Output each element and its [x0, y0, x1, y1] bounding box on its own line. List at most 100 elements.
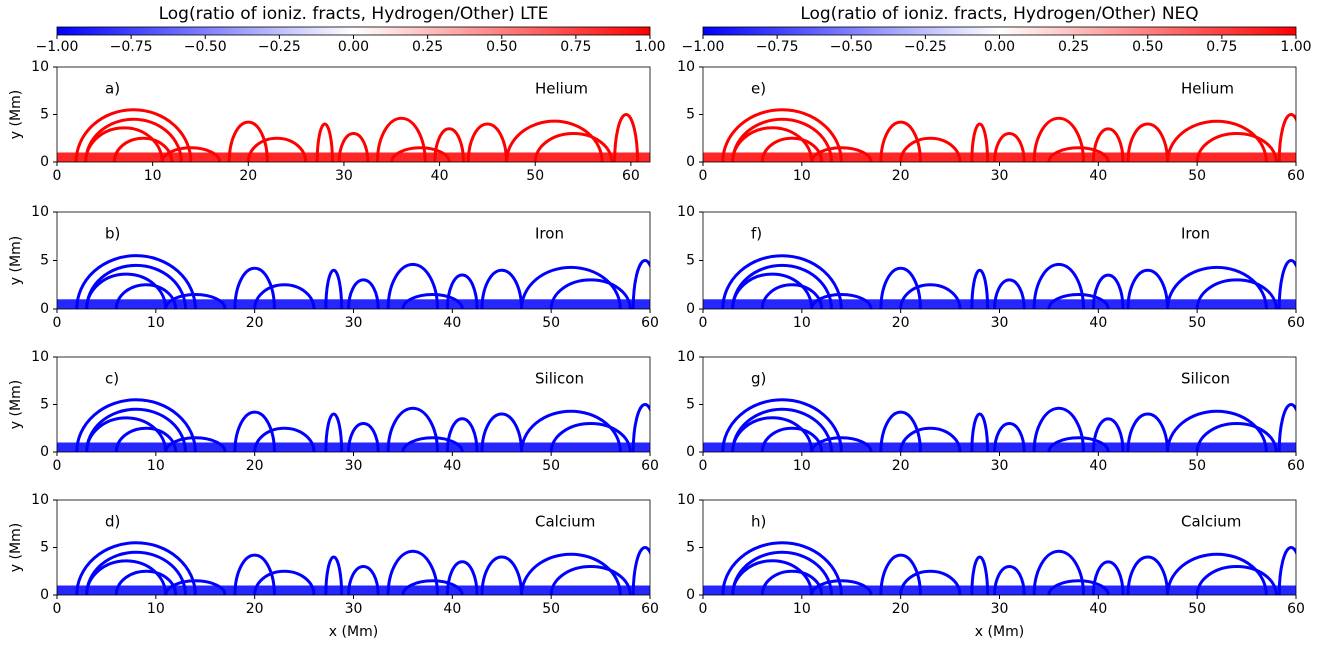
- colorbar-tick-label: −0.50: [184, 39, 227, 55]
- map-feature: [324, 555, 344, 595]
- map-feature: [721, 254, 843, 309]
- element-label: Helium: [1181, 80, 1234, 98]
- x-tick-label: 30: [345, 315, 363, 331]
- colorbar-tick-label: 0.50: [486, 39, 517, 55]
- map-feature: [520, 552, 622, 595]
- map-feature: [549, 278, 632, 309]
- colorbar-tick-label: −1.00: [36, 39, 79, 55]
- y-tick-label: 0: [40, 444, 49, 460]
- map-feature: [520, 265, 622, 309]
- map-feature: [246, 136, 308, 162]
- x-axis-label: x (Mm): [329, 624, 378, 640]
- map-feature: [631, 403, 650, 452]
- map-feature: [721, 398, 843, 452]
- map-feature: [731, 559, 814, 595]
- x-tick-label: 50: [542, 315, 560, 331]
- map-feature: [879, 120, 922, 162]
- y-tick-label: 0: [40, 154, 49, 170]
- x-tick-label: 10: [793, 601, 811, 617]
- map-feature: [347, 278, 380, 309]
- map-feature: [879, 553, 922, 595]
- map-feature: [57, 152, 650, 162]
- x-tick-label: 50: [542, 601, 560, 617]
- map-feature: [386, 263, 440, 309]
- map-feature: [1277, 403, 1296, 452]
- y-tick-label: 10: [31, 204, 49, 220]
- map-feature: [1166, 553, 1268, 595]
- map-image: [57, 254, 650, 309]
- panel-label: a): [105, 80, 120, 98]
- x-tick-label: 60: [1287, 601, 1305, 617]
- x-tick-label: 60: [1287, 458, 1305, 474]
- colorbar-tick-label: −0.25: [904, 39, 947, 55]
- y-tick-label: 5: [40, 107, 49, 123]
- colorbar: [702, 26, 1297, 36]
- map-feature: [347, 565, 380, 595]
- panel-label: d): [105, 513, 120, 531]
- x-tick-label: 60: [641, 601, 659, 617]
- map-feature: [480, 268, 524, 309]
- map-feature: [233, 266, 276, 309]
- y-tick-label: 0: [686, 444, 695, 460]
- colorbar-tick-label: 0.00: [338, 39, 369, 55]
- colorbar-tick-label: −0.75: [756, 39, 799, 55]
- x-tick-label: 0: [53, 168, 62, 184]
- map-feature: [703, 585, 1296, 595]
- x-tick-label: 60: [641, 315, 659, 331]
- x-tick-label: 40: [431, 168, 449, 184]
- map-feature: [731, 416, 814, 452]
- map-feature: [879, 410, 922, 452]
- x-tick-label: 0: [699, 601, 708, 617]
- y-axis-label: y (Mm): [8, 236, 24, 285]
- map-feature: [703, 299, 1296, 309]
- map-feature: [1126, 555, 1170, 595]
- x-tick-label: 10: [147, 315, 165, 331]
- x-tick-label: 10: [793, 458, 811, 474]
- map-feature: [1032, 116, 1086, 162]
- y-tick-label: 5: [686, 107, 695, 123]
- map-feature: [57, 585, 650, 595]
- x-tick-label: 20: [892, 458, 910, 474]
- map-feature: [1277, 546, 1296, 595]
- x-tick-label: 20: [892, 168, 910, 184]
- x-axis-label: x (Mm): [975, 624, 1024, 640]
- map-feature: [731, 126, 814, 162]
- colorbar-tick-label: 0.25: [1058, 39, 1089, 55]
- y-tick-label: 0: [686, 301, 695, 317]
- x-tick-label: 40: [443, 458, 461, 474]
- x-tick-label: 10: [144, 168, 162, 184]
- map-image: [57, 398, 650, 452]
- map-feature: [1126, 268, 1170, 309]
- map-feature: [1166, 410, 1268, 452]
- map-feature: [993, 565, 1026, 595]
- y-tick-label: 5: [40, 253, 49, 269]
- element-label: Calcium: [1181, 513, 1241, 531]
- x-tick-label: 20: [246, 458, 264, 474]
- colorbar-tick-label: 0.00: [984, 39, 1015, 55]
- x-tick-label: 10: [147, 458, 165, 474]
- colorbar-tick-label: −0.25: [258, 39, 301, 55]
- x-tick-label: 30: [345, 601, 363, 617]
- y-tick-label: 0: [686, 587, 695, 603]
- y-tick-label: 0: [40, 587, 49, 603]
- map-feature: [324, 412, 344, 452]
- map-feature: [1091, 417, 1125, 452]
- x-tick-label: 40: [1089, 168, 1107, 184]
- map-feature: [375, 116, 427, 162]
- x-tick-label: 0: [699, 458, 708, 474]
- x-tick-label: 60: [1287, 168, 1305, 184]
- y-tick-label: 5: [40, 540, 49, 556]
- map-feature: [1277, 259, 1296, 309]
- y-tick-label: 10: [677, 349, 695, 365]
- element-label: Iron: [535, 225, 564, 243]
- map-feature: [233, 553, 276, 595]
- y-tick-label: 10: [31, 492, 49, 508]
- element-label: Calcium: [535, 513, 595, 531]
- x-tick-label: 60: [1287, 315, 1305, 331]
- map-feature: [75, 398, 197, 452]
- map-feature: [549, 422, 632, 452]
- x-tick-label: 30: [991, 315, 1009, 331]
- map-feature: [879, 266, 922, 309]
- colorbar-title: Log(ratio of ioniz. fracts, Hydrogen/Oth…: [159, 4, 549, 24]
- element-label: Helium: [535, 80, 588, 98]
